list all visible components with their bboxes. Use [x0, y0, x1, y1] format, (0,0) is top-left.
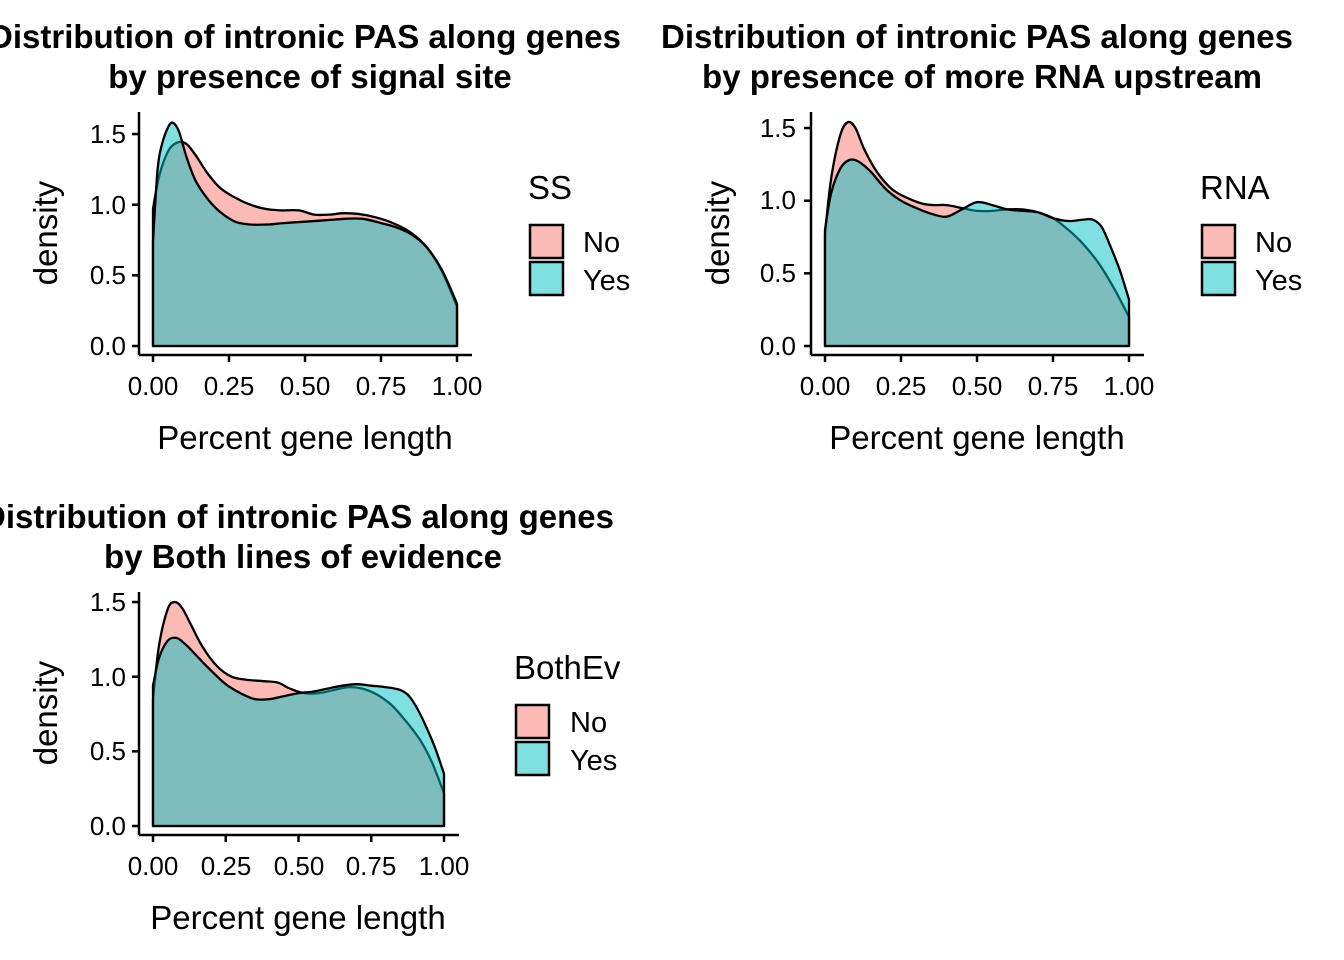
- y-axis-title: density: [27, 660, 64, 765]
- legend-label-yes: Yes: [570, 745, 617, 777]
- panel-both-evidence: Distribution of intronic PAS along genes…: [0, 498, 621, 936]
- legend-key-yes: [514, 740, 551, 777]
- y-tick-label: 1.0: [90, 190, 126, 220]
- plot-area: [132, 592, 459, 842]
- y-tick-label: 0.5: [90, 260, 126, 290]
- x-tick-label: 0.00: [800, 371, 851, 401]
- panel-rna-upstream: Distribution of intronic PAS along genes…: [661, 18, 1302, 456]
- legend-key-no: [1200, 223, 1237, 260]
- x-tick-label: 1.00: [432, 371, 483, 401]
- panel-signal-site: Distribution of intronic PAS along genes…: [0, 18, 630, 456]
- legend: SS No Yes: [528, 169, 630, 297]
- x-tick-label: 0.25: [876, 371, 927, 401]
- x-tick-label: 0.50: [952, 371, 1003, 401]
- x-tick-label: 0.25: [201, 851, 252, 881]
- x-tick-label: 1.00: [419, 851, 470, 881]
- x-tick-label: 0.75: [1028, 371, 1079, 401]
- x-tick-label: 0.75: [346, 851, 397, 881]
- legend-label-yes: Yes: [583, 265, 630, 297]
- legend-title: BothEv: [514, 649, 621, 686]
- y-tick-label: 1.0: [90, 662, 126, 692]
- x-tick-label: 0.00: [128, 851, 179, 881]
- x-axis-title: Percent gene length: [829, 419, 1124, 456]
- y-tick-label: 1.5: [760, 113, 796, 143]
- y-tick-label: 0.0: [90, 811, 126, 841]
- legend-key-no: [514, 703, 551, 740]
- chart-title-line2: by Both lines of evidence: [104, 538, 502, 575]
- y-tick-label: 0.5: [90, 736, 126, 766]
- x-tick-label: 0.00: [128, 371, 179, 401]
- y-tick-label: 0.0: [760, 331, 796, 361]
- legend: RNA No Yes: [1200, 169, 1302, 297]
- y-tick-label: 0.0: [90, 331, 126, 361]
- y-tick-label: 1.5: [90, 587, 126, 617]
- chart-title-line1: Distribution of intronic PAS along genes: [0, 498, 614, 535]
- legend-title: RNA: [1200, 169, 1270, 206]
- legend-label-yes: Yes: [1255, 265, 1302, 297]
- density-area-yes: [151, 121, 459, 348]
- x-axis-title: Percent gene length: [150, 899, 445, 936]
- x-tick-label: 0.25: [204, 371, 255, 401]
- plot-area: [804, 112, 1144, 362]
- legend-key-no: [528, 223, 565, 260]
- density-area-yes: [151, 636, 446, 828]
- legend: BothEv No Yes: [514, 649, 621, 777]
- y-axis-title: density: [27, 180, 64, 285]
- chart-title-line1: Distribution of intronic PAS along genes: [661, 18, 1293, 55]
- density-area-yes: [823, 158, 1131, 348]
- plot-area: [132, 112, 472, 362]
- chart-title-line1: Distribution of intronic PAS along genes: [0, 18, 621, 55]
- legend-label-no: No: [583, 227, 620, 259]
- legend-label-no: No: [570, 707, 607, 739]
- x-tick-label: 0.50: [280, 371, 331, 401]
- y-tick-label: 1.0: [760, 185, 796, 215]
- legend-key-yes: [1200, 260, 1237, 297]
- legend-key-yes: [528, 260, 565, 297]
- x-tick-label: 1.00: [1104, 371, 1155, 401]
- x-axis-title: Percent gene length: [157, 419, 452, 456]
- y-axis-title: density: [699, 180, 736, 285]
- x-tick-label: 0.50: [274, 851, 325, 881]
- x-tick-label: 0.75: [356, 371, 407, 401]
- legend-title: SS: [528, 169, 572, 206]
- y-tick-label: 0.5: [760, 258, 796, 288]
- y-tick-label: 1.5: [90, 119, 126, 149]
- chart-title-line2: by presence of more RNA upstream: [702, 58, 1262, 95]
- chart-title-line2: by presence of signal site: [108, 58, 511, 95]
- legend-label-no: No: [1255, 227, 1292, 259]
